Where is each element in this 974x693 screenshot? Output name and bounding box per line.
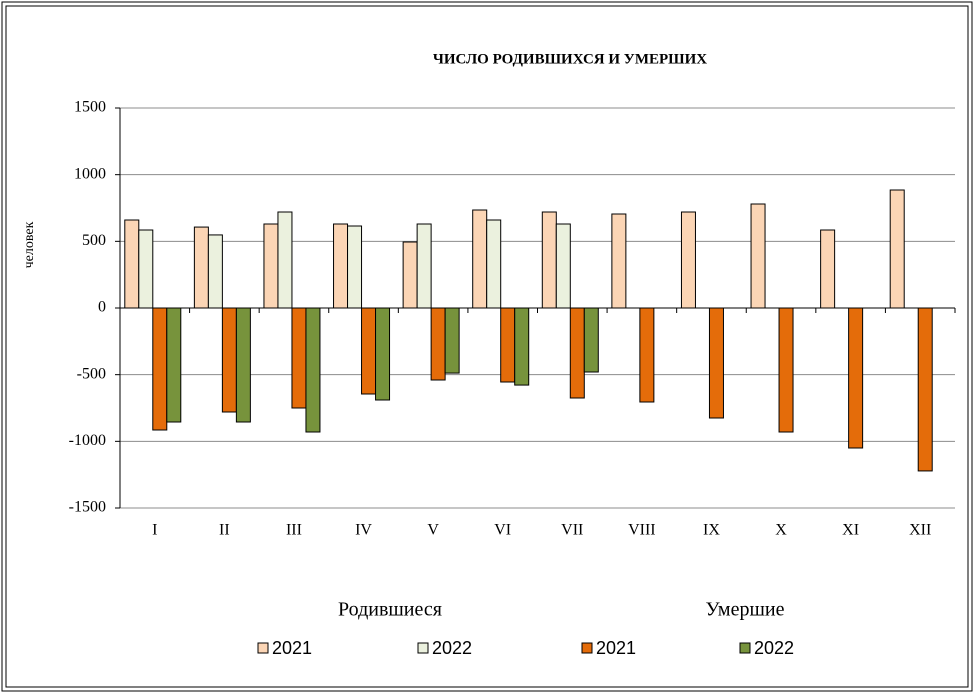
bar: [541, 211, 557, 309]
bar: [555, 223, 571, 309]
bar: [639, 307, 655, 403]
y-axis-label: человек: [22, 221, 37, 268]
bar: [848, 307, 864, 449]
x-tick-label: II: [219, 522, 230, 539]
legend-group-label: Умершие: [706, 599, 785, 621]
bar: [917, 307, 933, 472]
x-tick-label: VIII: [628, 522, 656, 539]
bar: [430, 307, 446, 381]
bar: [402, 241, 418, 309]
bar: [347, 225, 363, 309]
bar: [820, 229, 836, 309]
bar: [263, 223, 279, 309]
x-tick-label: XII: [909, 522, 931, 539]
x-tick-label: IV: [355, 522, 372, 539]
x-tick-label: VI: [494, 522, 511, 539]
y-tick-label: -500: [77, 365, 106, 382]
bar: [583, 307, 599, 373]
bar: [138, 229, 154, 309]
bar: [305, 307, 321, 433]
bar: [472, 209, 488, 309]
legend-text: 2022: [432, 638, 472, 658]
legend-swatch: [257, 642, 269, 654]
bar: [166, 307, 182, 423]
bar: [361, 307, 377, 395]
bar: [193, 226, 209, 309]
bar: [750, 203, 766, 309]
x-tick-label: V: [427, 522, 439, 539]
legend-swatch: [739, 642, 751, 654]
bar: [708, 307, 724, 419]
bar: [375, 307, 391, 401]
legend-swatch: [581, 642, 593, 654]
bar: [291, 307, 307, 409]
legend-swatch: [417, 642, 429, 654]
bar: [235, 307, 251, 423]
bar: [416, 223, 432, 309]
y-tick-label: -1500: [69, 499, 106, 516]
bar: [486, 219, 502, 309]
bar: [500, 307, 516, 383]
x-tick-label: X: [775, 522, 787, 539]
y-tick-label: 500: [82, 232, 106, 249]
x-tick-label: III: [286, 522, 302, 539]
legend-text: 2021: [272, 638, 312, 658]
bar: [444, 307, 460, 374]
bar: [152, 307, 168, 431]
x-tick-label: I: [152, 522, 157, 539]
bar: [207, 234, 223, 309]
bar: [611, 213, 627, 309]
y-tick-label: 0: [98, 299, 106, 316]
bar: [221, 307, 237, 413]
legend-text: 2022: [754, 638, 794, 658]
x-tick-label: VII: [561, 522, 583, 539]
bar: [333, 223, 349, 309]
chart-title: ЧИСЛО РОДИВШИХСЯ И УМЕРШИХ: [433, 51, 707, 67]
bar: [778, 307, 794, 433]
bar: [889, 189, 905, 309]
frame-inner: [5, 5, 969, 688]
y-tick-label: -1000: [69, 432, 106, 449]
bar: [514, 307, 530, 386]
x-tick-label: IX: [703, 522, 720, 539]
bar: [680, 211, 696, 309]
bar: [124, 219, 140, 309]
x-tick-label: XI: [842, 522, 859, 539]
y-tick-label: 1000: [74, 165, 106, 182]
bar: [569, 307, 585, 399]
legend-group-label: Родившиеся: [338, 599, 442, 621]
y-tick-label: 1500: [74, 99, 106, 116]
bar: [277, 211, 293, 309]
legend-text: 2021: [596, 638, 636, 658]
